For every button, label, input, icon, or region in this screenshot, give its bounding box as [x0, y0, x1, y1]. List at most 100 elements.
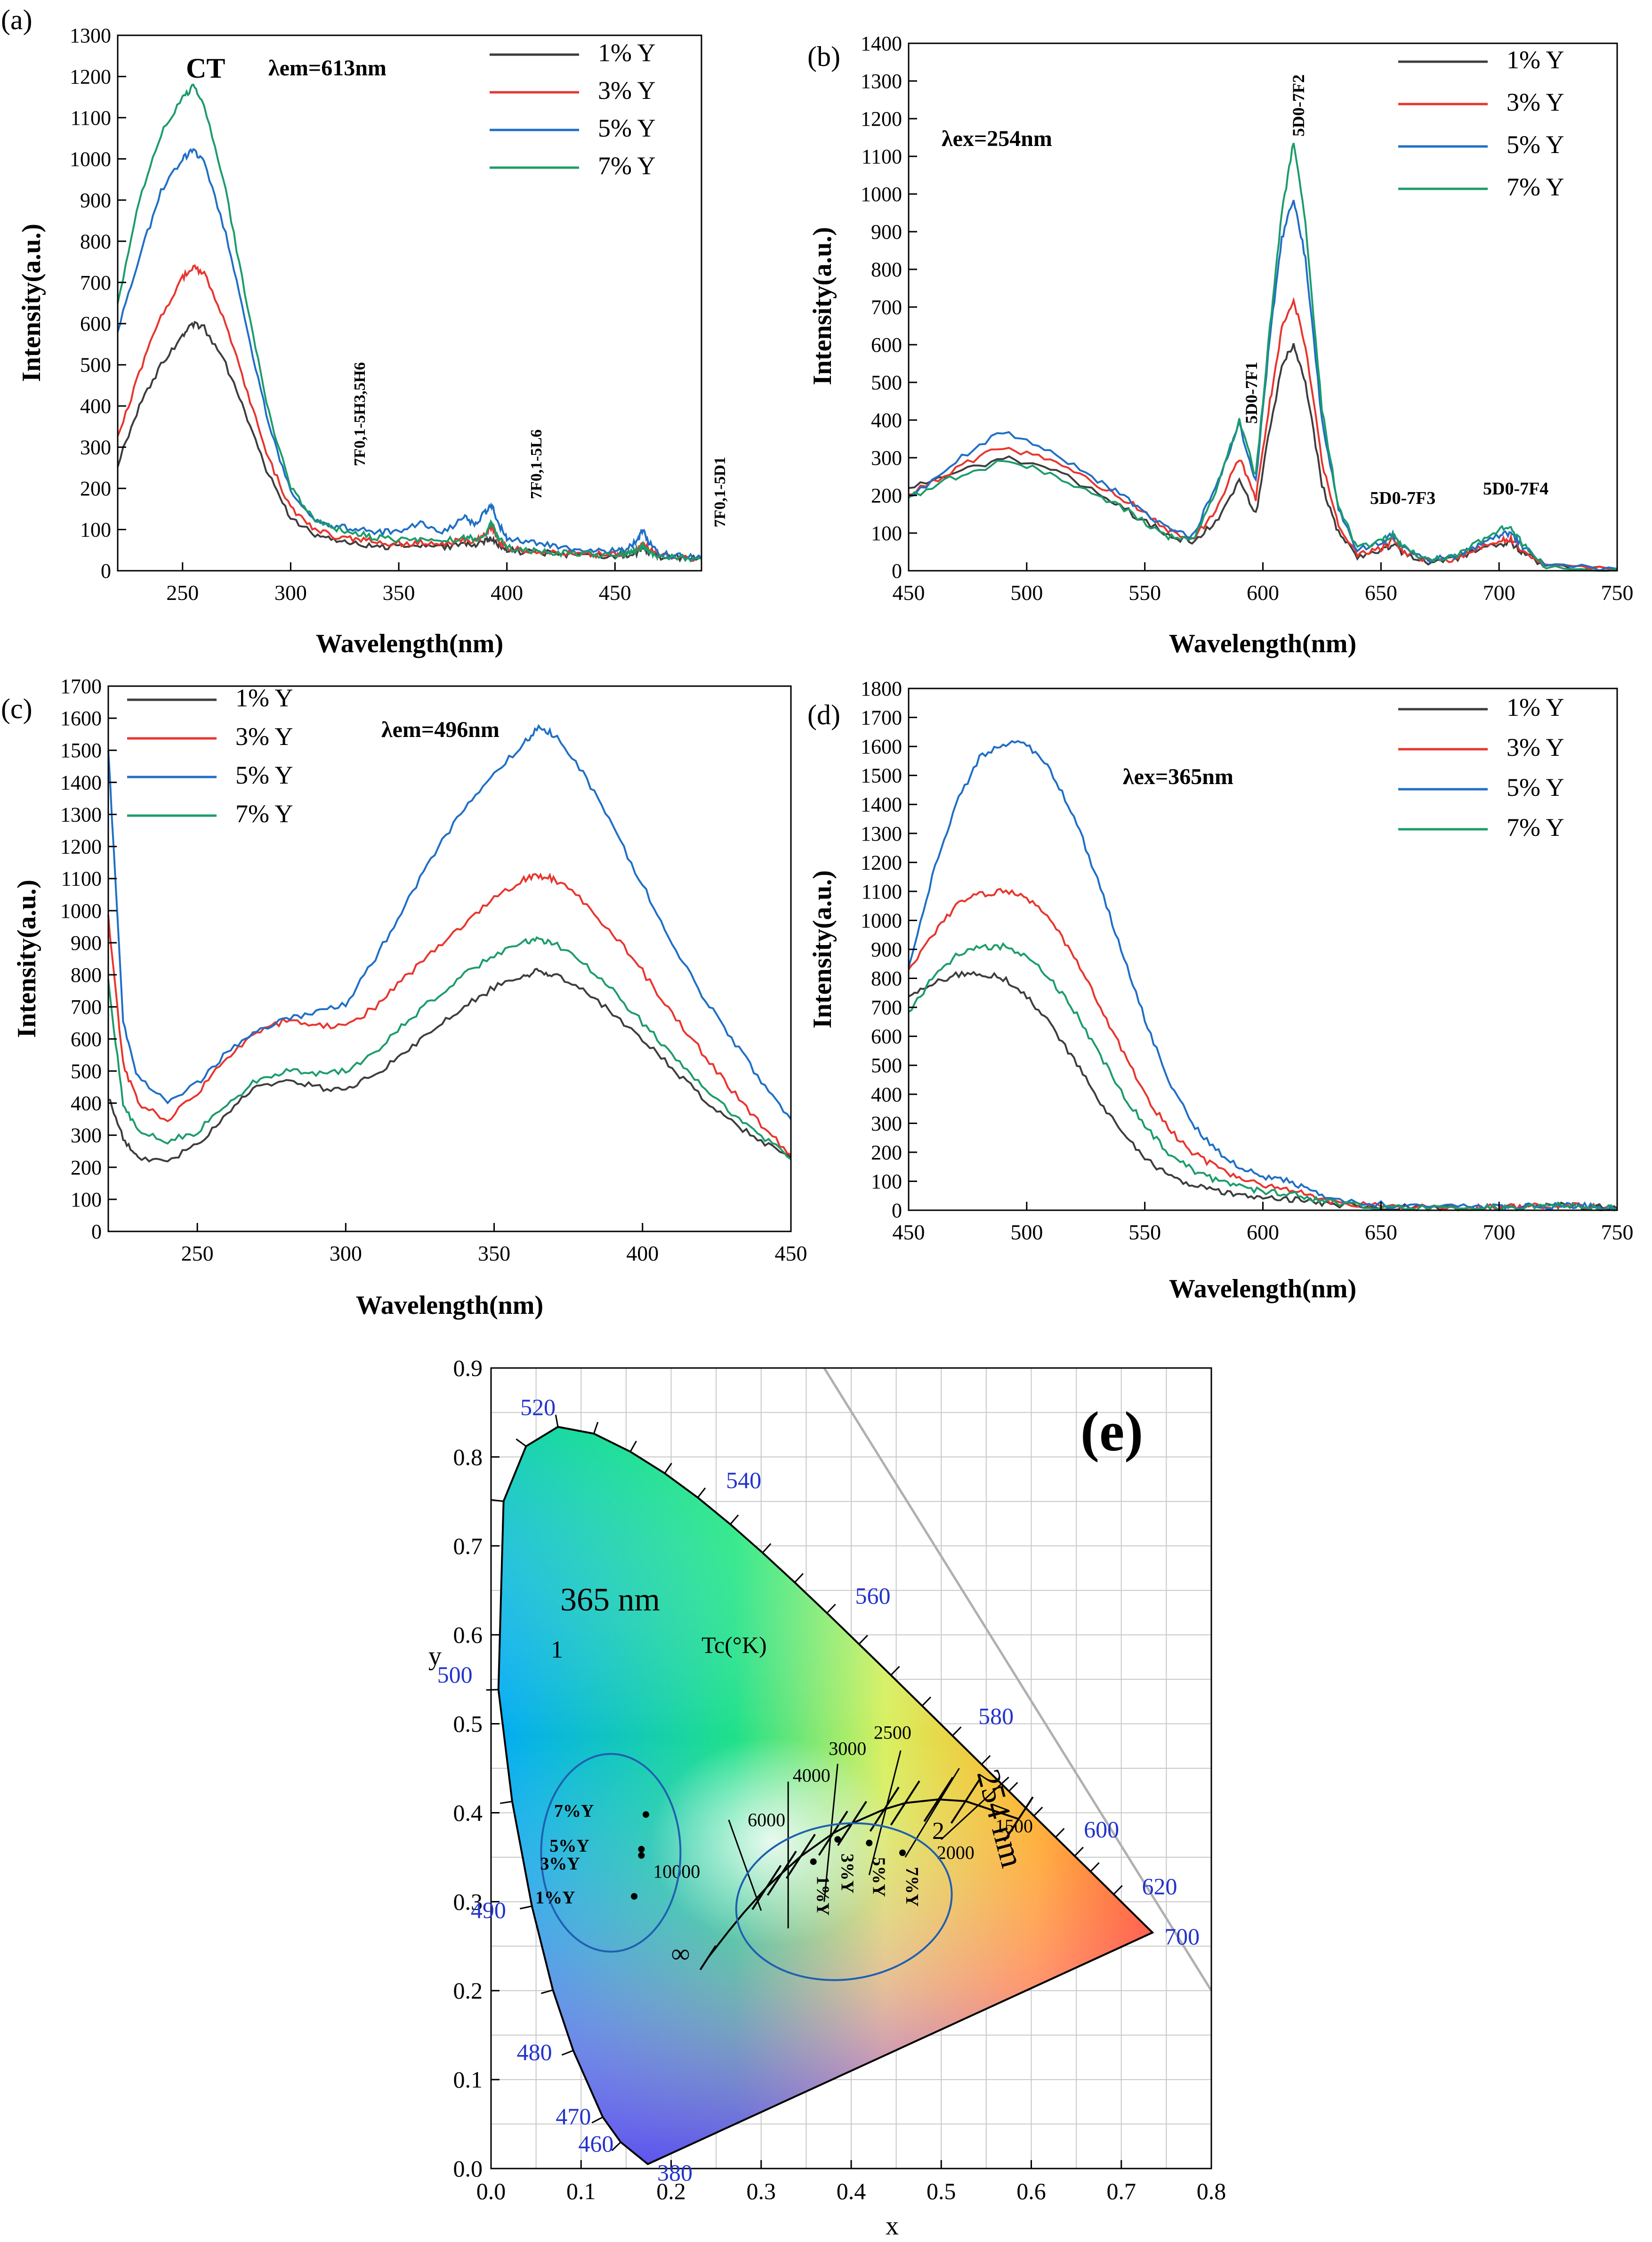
cie-tc-label: Tc(°K)	[701, 1632, 767, 1658]
x-tick-label: 0.2	[656, 2178, 686, 2204]
y-tick-label: 900	[71, 931, 102, 955]
legend-label: 3% Y	[598, 76, 655, 105]
locus-tick	[611, 2141, 621, 2151]
x-tick-label: 300	[330, 1241, 362, 1265]
x-tick-label: 650	[1365, 1220, 1397, 1244]
locus-tick	[1090, 1862, 1100, 1872]
cie-point-label-365: 3%Y	[540, 1854, 580, 1874]
panel-a-peak-d: 7F0,1-5D1	[711, 457, 729, 527]
series-line-7Y	[908, 942, 1618, 1212]
locus-tick	[1055, 1828, 1065, 1838]
y-tick-label: 1200	[70, 65, 111, 88]
isotherm-tick	[818, 1811, 848, 1856]
cie-locus-outline	[497, 1425, 1154, 2165]
x-tick-label: 0.4	[837, 2178, 866, 2204]
panel-c-frame	[107, 685, 792, 1232]
x-tick-label: 0.6	[1016, 2178, 1046, 2204]
panel-d: (d) 450 500 550 600 650 700 750 0 100 200 300 400 50…	[807, 677, 1634, 1303]
y-tick-label: 0.2	[453, 1977, 483, 2004]
legend-label: 5% Y	[1507, 130, 1564, 159]
y-tick-label: 300	[80, 436, 111, 459]
panel-c-legend: 1% Y 3% Y 5% Y 7% Y	[127, 684, 293, 828]
x-tick-label: 400	[491, 581, 523, 605]
locus-tick	[981, 1755, 991, 1765]
y-tick-label: 100	[871, 1170, 902, 1193]
y-tick-label: 700	[80, 271, 111, 294]
y-tick-label: 700	[71, 996, 102, 1019]
x-tick-label: 0.7	[1107, 2178, 1136, 2204]
y-tick-label: 0.3	[453, 1888, 483, 1915]
cie-group-number-1: 1	[551, 1636, 563, 1663]
locus-tick	[555, 1415, 559, 1427]
ellipse-365nm	[540, 1753, 682, 1953]
cie-point-label-365: 7%Y	[554, 1801, 594, 1821]
y-tick-label: 1400	[861, 32, 902, 55]
cie-gamut	[498, 1427, 1153, 2164]
legend-label: 1% Y	[1507, 693, 1564, 721]
panel-c: (c) 250 300 350 400 450 0 100 200 300 400 500 600 70…	[1, 675, 807, 1320]
x-tick-label: 500	[1010, 1220, 1043, 1244]
locus-tick	[520, 1905, 532, 1910]
x-tick-label: 550	[1128, 581, 1161, 605]
panel-c-xlabel: Wavelength(nm)	[356, 1291, 543, 1320]
cie-diagonal-line	[823, 1367, 1213, 1991]
y-tick-label: 1300	[70, 24, 111, 47]
y-tick-label: 700	[871, 296, 902, 319]
locus-tick	[1008, 1782, 1018, 1792]
y-tick-label: 300	[871, 1112, 902, 1135]
y-tick-label: 400	[80, 395, 111, 418]
panel-b-xlabel: Wavelength(nm)	[1169, 629, 1356, 658]
series-line-7Y	[107, 936, 792, 1160]
y-tick-label: 1000	[861, 909, 902, 932]
locus-tick	[952, 1726, 962, 1736]
panel-a-annotation: λem=613nm	[268, 56, 387, 81]
panel-b-ylabel: Intensity(a.u.)	[808, 227, 837, 385]
wavelength-label-480: 480	[517, 2039, 552, 2065]
y-tick-label: 1100	[61, 867, 102, 890]
y-tick-label: 1300	[861, 822, 902, 845]
y-tick-label: 800	[871, 258, 902, 281]
series-line-5Y	[908, 200, 1618, 572]
y-tick-label: 500	[871, 1054, 902, 1077]
y-tick-label: 300	[871, 446, 902, 469]
locus-tick	[826, 1603, 836, 1614]
wavelength-label-470: 470	[556, 2103, 591, 2129]
cie-points: 7%Y5%Y3%Y1%Y 1%Y3%Y 5%Y 7%Y	[535, 1801, 922, 1916]
isotherm-tick	[923, 1777, 954, 1822]
cie-point-365-7%Y	[642, 1811, 649, 1818]
locus-tick	[500, 1800, 513, 1804]
legend-label: 5% Y	[235, 761, 293, 789]
locus-tick	[730, 1514, 739, 1525]
locus-tick	[697, 1487, 706, 1498]
legend-label: 7% Y	[235, 800, 293, 828]
y-tick-label: 600	[71, 1028, 102, 1051]
y-tick-label: 0.0	[453, 2155, 483, 2182]
y-tick-label: 1500	[60, 739, 102, 762]
y-tick-label: 500	[80, 354, 111, 377]
panel-b-label: (b)	[807, 41, 840, 72]
cct-label: 1500	[995, 1815, 1033, 1837]
x-tick-label: 450	[599, 581, 631, 605]
series-line-7Y	[908, 143, 1618, 572]
y-tick-label: 300	[71, 1124, 102, 1147]
y-tick-label: 1100	[71, 106, 111, 130]
y-tick-label: 1200	[861, 851, 902, 874]
wavelength-label-620: 620	[1142, 1873, 1177, 1900]
wavelength-label-700: 700	[1164, 1923, 1200, 1950]
wavelength-label-560: 560	[855, 1582, 891, 1609]
panel-b-series	[908, 143, 1618, 572]
legend-label: 7% Y	[1507, 173, 1564, 201]
y-tick-label: 0	[892, 559, 902, 583]
cie-group-label-365: 365 nm	[560, 1582, 660, 1618]
isotherm-tick	[869, 1787, 900, 1832]
cie-point-365-3%Y	[638, 1852, 645, 1859]
y-tick-label: 400	[871, 409, 902, 432]
x-tick-label: 0.1	[566, 2178, 596, 2204]
panel-e: 0.0 0.1 0.2 0.3 0.4 0.5 0.6 0.7 0.8 0.0 0.1 0.2 0.3 0…	[428, 1355, 1226, 2241]
y-tick-label: 700	[871, 996, 902, 1019]
cct-isotherms	[699, 1750, 1034, 1970]
panel-d-frame	[908, 688, 1618, 1211]
panel-b-peak-f1: 5D0-7F1	[1242, 362, 1261, 424]
wavelength-label-540: 540	[726, 1467, 761, 1493]
y-tick-label: 0.1	[453, 2066, 483, 2093]
